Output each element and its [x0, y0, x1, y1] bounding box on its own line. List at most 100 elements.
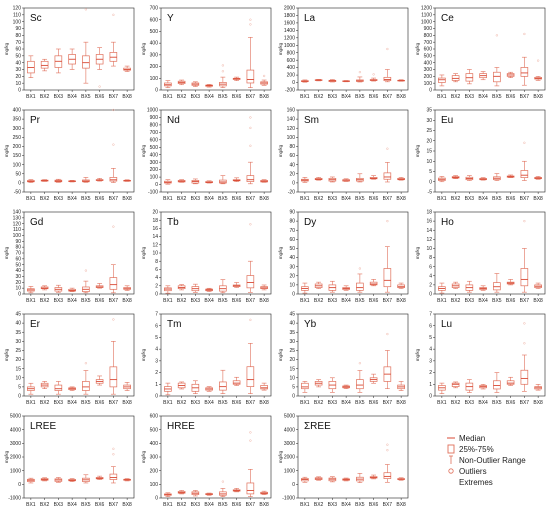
y-axis-label: mg/kg [278, 450, 283, 463]
iqr-box [246, 366, 255, 387]
legend-label: Outliers [459, 467, 487, 476]
box-bx8 [260, 179, 268, 183]
extreme-point [98, 85, 101, 88]
y-tick-label: 30 [15, 67, 21, 73]
iqr-box [356, 379, 364, 390]
box-bx2 [451, 381, 460, 389]
y-tick-label: 6 [155, 267, 158, 273]
y-tick-label: 3000 [284, 441, 295, 447]
y-tick-label: 20 [15, 357, 21, 363]
x-tick-label: BX2 [314, 400, 324, 406]
x-tick-label: BX8 [259, 400, 269, 406]
box-bx5 [219, 76, 227, 88]
x-tick-label: BX2 [451, 94, 461, 100]
y-tick-label: -200 [285, 88, 295, 94]
x-tick-label: BX6 [369, 298, 379, 304]
y-tick-label: 20 [152, 210, 158, 216]
box-bx8 [397, 79, 405, 82]
y-axis-label: mg/kg [278, 144, 283, 157]
x-tick-label: BX3 [191, 94, 201, 100]
box-bx5 [493, 173, 501, 181]
x-tick-label: BX4 [341, 502, 351, 508]
y-tick-label: 1000 [147, 108, 158, 114]
y-tick-label: 200 [150, 64, 159, 70]
y-tick-label: 0 [155, 182, 158, 188]
box-bx2 [40, 381, 49, 390]
x-tick-label: BX3 [191, 400, 201, 406]
extreme-point [112, 447, 115, 450]
extreme-point [112, 13, 115, 16]
box-bx2 [314, 476, 323, 481]
x-tick-label: BX7 [246, 502, 256, 508]
y-axis-label: mg/kg [4, 348, 9, 361]
y-tick-label: 0 [18, 180, 21, 186]
panel-title: Dy [304, 217, 316, 228]
box-bx2 [177, 179, 186, 183]
y-tick-label: 20 [289, 273, 295, 279]
box-bx3 [54, 284, 63, 293]
box-bx2 [451, 281, 460, 289]
x-tick-label: BX2 [177, 196, 187, 202]
y-axis-label: mg/kg [278, 348, 283, 361]
box-bx8 [123, 478, 131, 482]
x-tick-label: BX4 [204, 196, 214, 202]
iqr-box [246, 69, 255, 84]
box-bx8 [260, 79, 268, 86]
x-tick-label: BX6 [232, 502, 242, 508]
y-tick-label: 1000 [284, 43, 295, 49]
plot-frame [160, 7, 272, 91]
y-tick-label: 0 [18, 482, 21, 488]
y-tick-label: 10 [426, 159, 432, 165]
x-tick-label: BX5 [218, 94, 228, 100]
x-tick-label: BX8 [533, 400, 543, 406]
y-tick-label: 100 [13, 162, 22, 168]
y-tick-label: 300 [150, 455, 159, 461]
box-bx8 [397, 177, 405, 181]
box-bx1 [438, 176, 446, 183]
y-tick-label: 100 [150, 76, 159, 82]
y-tick-label: 30 [289, 339, 295, 345]
x-tick-label: BX4 [341, 196, 351, 202]
iqr-box [109, 473, 118, 480]
box-bx2 [40, 58, 49, 72]
y-tick-label: 14 [152, 234, 158, 240]
y-tick-label: 5 [429, 335, 432, 341]
extreme-point [112, 453, 115, 456]
legend-label: Non-Outlier Range [459, 456, 526, 465]
extreme-point [249, 116, 252, 119]
x-tick-label: BX5 [218, 298, 228, 304]
x-tick-label: BX7 [109, 298, 119, 304]
iqr-box [493, 282, 501, 291]
x-tick-label: BX1 [163, 502, 173, 508]
x-tick-label: BX4 [67, 94, 77, 100]
x-tick-label: BX8 [122, 298, 132, 304]
y-tick-label: 500 [150, 145, 159, 151]
x-tick-label: BX4 [341, 400, 351, 406]
box-bx1 [27, 179, 35, 183]
box-bx3 [328, 176, 337, 183]
x-tick-label: BX7 [109, 400, 119, 406]
y-axis-label: mg/kg [415, 246, 420, 259]
box-bx7 [383, 246, 392, 293]
y-tick-label: 8 [155, 259, 158, 265]
box-bx3 [465, 280, 474, 293]
y-tick-label: 35 [289, 330, 295, 336]
box-bx4 [479, 71, 487, 81]
box-bx6 [369, 474, 378, 480]
legend-item-extremes: Extremes [459, 478, 493, 487]
box-bx7 [383, 69, 392, 83]
y-tick-label: 6 [429, 264, 432, 270]
legend-swatch-outlier [448, 468, 454, 474]
box-bx4 [68, 180, 76, 183]
x-tick-label: BX5 [492, 298, 502, 304]
y-tick-label: 1100 [421, 12, 432, 18]
x-tick-label: BX7 [383, 94, 393, 100]
y-tick-label: 700 [424, 40, 433, 46]
y-tick-label: 10 [426, 246, 432, 252]
box-bx7 [520, 160, 529, 181]
x-tick-label: BX2 [451, 298, 461, 304]
y-tick-label: 70 [15, 40, 21, 46]
box-bx7 [109, 341, 118, 395]
